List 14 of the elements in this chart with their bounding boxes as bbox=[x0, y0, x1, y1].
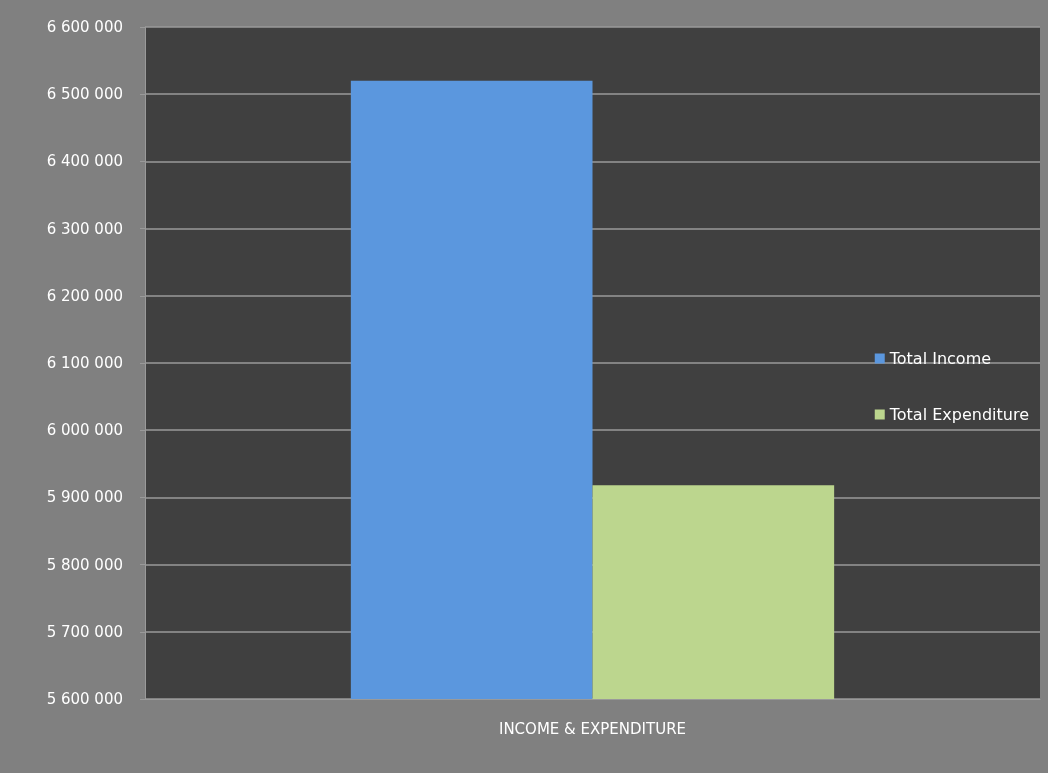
legend-label: Total Expenditure bbox=[888, 405, 1030, 424]
y-tick-label: 6 200 000 bbox=[46, 286, 123, 305]
legend-label: Total Income bbox=[888, 349, 992, 368]
y-tick-label: 6 100 000 bbox=[46, 354, 123, 372]
y-tick-label: 5 800 000 bbox=[46, 555, 123, 574]
x-tick-label: INCOME & EXPENDITURE bbox=[498, 719, 687, 738]
y-tick-label: 6 600 000 bbox=[46, 18, 123, 36]
y-tick-label: 6 300 000 bbox=[46, 219, 123, 238]
y-tick-label: 6 400 000 bbox=[46, 152, 123, 171]
y-tick-label: 5 600 000 bbox=[46, 690, 123, 708]
y-tick-label: 5 700 000 bbox=[46, 622, 123, 641]
y-tick-label: 6 000 000 bbox=[46, 421, 123, 440]
y-tick-label: 6 500 000 bbox=[46, 85, 123, 104]
y-tick-label: 5 900 000 bbox=[46, 488, 123, 507]
